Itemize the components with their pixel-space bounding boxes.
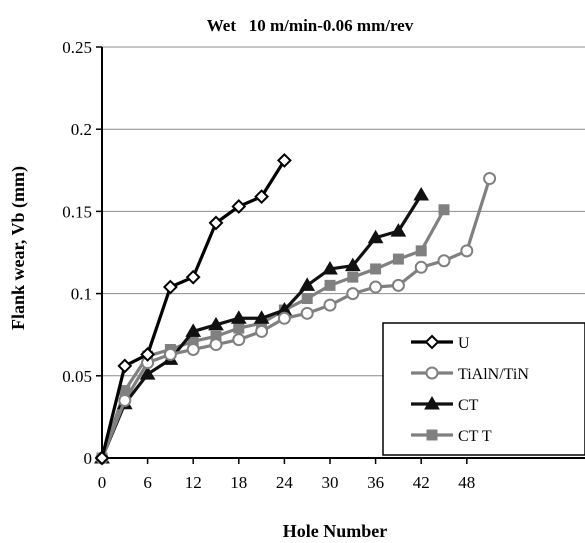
legend-box — [382, 322, 585, 456]
legend-label-ct: CT — [458, 397, 479, 414]
point-ct-t-10 — [324, 279, 336, 291]
point-ct-9 — [299, 277, 316, 291]
point-u-0 — [94, 450, 110, 466]
legend-label-ct-t: CT T — [458, 428, 492, 445]
point-ct-t-4 — [187, 335, 199, 347]
point-u-3 — [162, 279, 178, 295]
series-u — [94, 153, 292, 466]
point-ct-t-11 — [347, 271, 359, 283]
legend-item-u: U — [411, 334, 470, 352]
x-tick-label-5: 30 — [322, 473, 339, 492]
point-ct-t-15 — [438, 204, 450, 216]
legend-swatch-marker-ct — [424, 396, 440, 410]
point-tialn-tin-10 — [323, 298, 337, 312]
point-tialn-tin-8 — [277, 311, 291, 325]
point-ct-t-13 — [392, 253, 404, 265]
point-tialn-tin-3 — [163, 347, 177, 361]
point-ct-12 — [367, 229, 384, 244]
point-ct-6 — [230, 310, 247, 324]
point-tialn-tin-6 — [232, 333, 246, 347]
point-ct-t-9 — [301, 293, 313, 305]
point-ct-14 — [413, 186, 430, 201]
y-axis-ticks: 0 0.05 0.1 0.15 0.2 0.25 — [62, 38, 102, 468]
x-tick-label-2: 12 — [185, 473, 202, 492]
point-ct-4 — [185, 323, 202, 337]
legend-swatch-marker-ct-t — [426, 429, 438, 441]
point-tialn-tin-12 — [369, 280, 383, 294]
y-tick-label-0: 0 — [84, 449, 93, 468]
point-ct-13 — [390, 223, 407, 237]
point-tialn-tin-16 — [460, 244, 474, 258]
point-u-8 — [276, 153, 292, 168]
series-line-u — [100, 159, 286, 459]
point-u-2 — [140, 347, 156, 362]
legend-label-tialn-tin: TiAlN/TiN — [458, 366, 529, 383]
legend: U TiAlN/TiN CT CT T — [382, 322, 585, 456]
x-axis-ticks: 0 6 12 18 24 30 36 42 48 — [98, 458, 475, 492]
point-ct-5 — [208, 316, 224, 331]
x-tick-label-8: 48 — [458, 473, 475, 492]
y-tick-label-2: 0.1 — [71, 285, 92, 304]
point-tialn-tin-14 — [414, 260, 428, 274]
point-tialn-tin-17 — [483, 172, 497, 186]
point-tialn-tin-5 — [209, 338, 223, 352]
point-ct-2 — [139, 366, 156, 380]
x-tick-label-6: 36 — [367, 473, 384, 492]
legend-item-ct-t: CT T — [411, 428, 492, 445]
point-ct-11 — [344, 257, 361, 272]
point-ct-10 — [322, 260, 338, 275]
legend-item-tialn-tin: TiAlN/TiN — [411, 366, 529, 383]
point-tialn-tin-1 — [118, 393, 132, 407]
series-group — [94, 153, 497, 466]
point-tialn-tin-9 — [300, 306, 314, 320]
point-tialn-tin-15 — [437, 254, 451, 268]
point-u-1 — [117, 358, 133, 374]
legend-swatch-marker-u — [424, 334, 440, 350]
point-tialn-tin-13 — [391, 278, 405, 292]
x-tick-label-7: 42 — [413, 473, 430, 492]
x-tick-label-0: 0 — [98, 473, 107, 492]
y-tick-label-5: 0.25 — [62, 38, 92, 57]
series-line-ct-t — [100, 208, 446, 459]
x-tick-label-3: 18 — [230, 473, 247, 492]
axes — [101, 47, 585, 459]
y-axis-label: Flank wear, Vb (mm) — [8, 166, 29, 330]
point-u-7 — [254, 189, 270, 205]
y-tick-label-1: 0.05 — [62, 367, 92, 386]
point-ct-t-12 — [370, 263, 382, 275]
legend-swatch-marker-tialn-tin — [425, 366, 439, 380]
y-tick-label-4: 0.2 — [71, 120, 92, 139]
series-tialn-tin — [95, 172, 497, 465]
point-ct-t-14 — [415, 245, 427, 257]
point-tialn-tin-4 — [186, 342, 200, 356]
point-u-4 — [185, 269, 201, 285]
point-ct-t-6 — [233, 322, 245, 334]
point-tialn-tin-11 — [346, 287, 360, 301]
chart-title: Wet 10 m/min-0.06 mm/rev — [207, 16, 414, 35]
legend-label-u: U — [458, 335, 470, 352]
point-ct-t-5 — [210, 330, 222, 342]
point-ct-7 — [253, 310, 270, 324]
point-u-5 — [208, 215, 224, 231]
x-tick-label-1: 6 — [143, 473, 152, 492]
legend-item-ct: CT — [411, 396, 479, 414]
x-tick-label-4: 24 — [276, 473, 294, 492]
point-tialn-tin-7 — [255, 324, 269, 338]
y-tick-label-3: 0.15 — [62, 202, 92, 221]
x-axis-label: Hole Number — [283, 521, 387, 541]
point-ct-t-1 — [119, 385, 131, 397]
point-u-6 — [231, 199, 247, 214]
